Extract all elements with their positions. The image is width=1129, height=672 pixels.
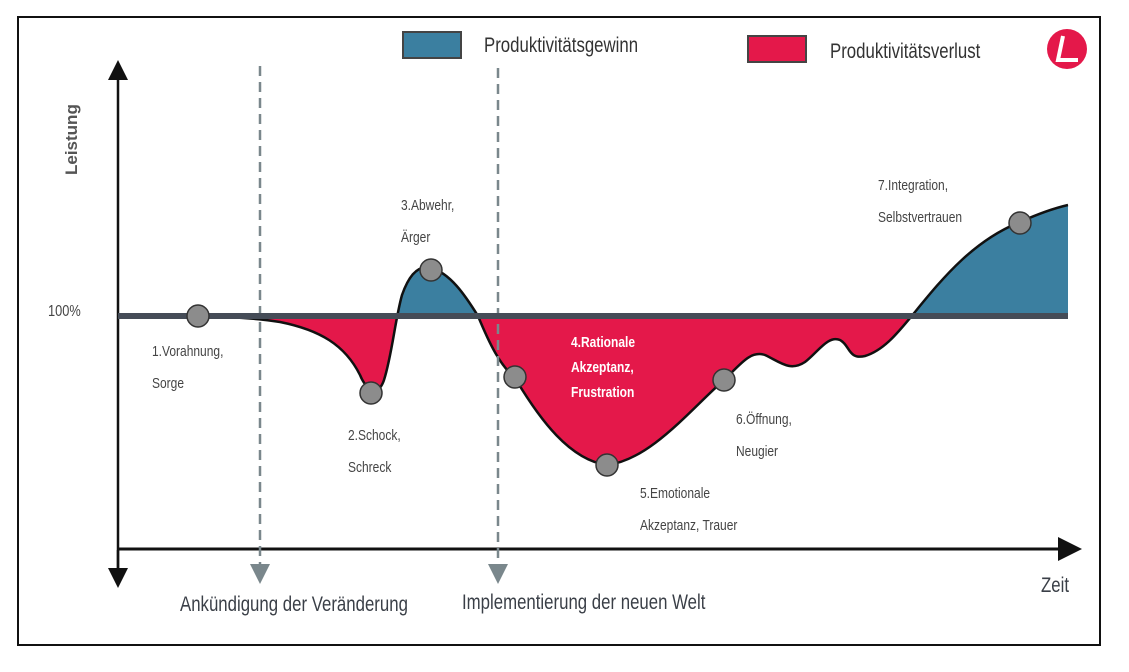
productivity-gain-area <box>118 205 1068 316</box>
stage-1-node <box>186 304 210 328</box>
legend-swatch-gain <box>402 31 462 59</box>
legend-label-gain: Produktivitätsgewinn <box>484 34 639 57</box>
stage-5-label: 5.Emotionale Akzeptanz, Trauer <box>640 485 738 534</box>
stage-6-node <box>712 368 736 392</box>
legend-swatch-loss <box>747 35 807 63</box>
marker-label-announcement: Ankündigung der Veränderung <box>180 593 408 616</box>
stage-1-label: 1.Vorahnung, Sorge <box>152 343 224 392</box>
baseline-label: 100% <box>48 303 81 320</box>
stage-3-node <box>419 258 443 282</box>
stage-3-label: 3.Abwehr, Ärger <box>401 197 455 246</box>
stage-7-label: 7.Integration, Selbstvertrauen <box>878 177 963 226</box>
productivity-loss-area <box>118 316 1068 465</box>
stage-4-node <box>503 365 527 389</box>
legend-label-loss: Produktivitätsverlust <box>830 40 981 63</box>
stage-6-label: 6.Öffnung, Neugier <box>736 411 792 460</box>
stage-4-label: 4.Rationale Akzeptanz, Frustration <box>571 334 636 401</box>
stage-2-label: 2.Schock, Schreck <box>348 427 401 476</box>
y-axis-label: Leistung <box>62 104 81 175</box>
stage-2-node <box>359 381 383 405</box>
stage-5-node <box>595 453 619 477</box>
x-axis-label: Zeit <box>1041 574 1070 597</box>
diagram-frame <box>17 16 1101 646</box>
stage-7-node <box>1008 211 1032 235</box>
marker-label-implementation: Implementierung der neuen Welt <box>462 591 706 614</box>
logo <box>1047 29 1087 69</box>
